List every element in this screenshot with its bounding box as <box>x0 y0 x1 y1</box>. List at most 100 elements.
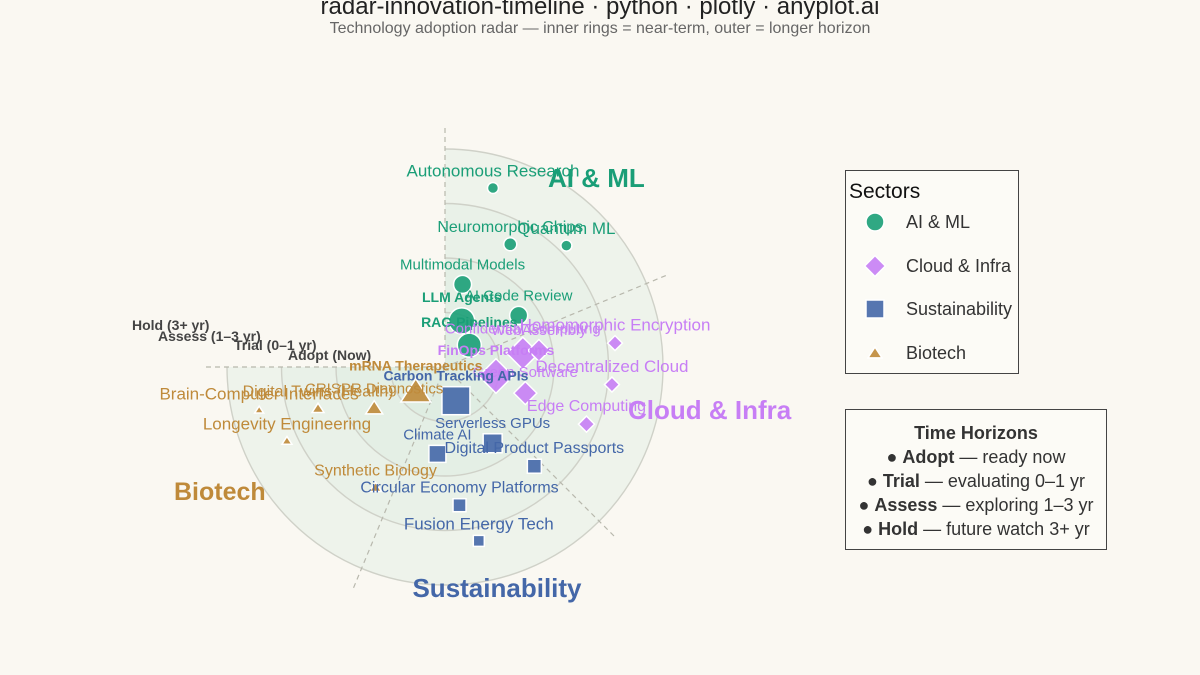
label-crispr-diagnostics: CRISPR Diagnostics <box>305 380 443 397</box>
legend-item-ai-ml[interactable]: AI & ML <box>846 207 1016 237</box>
legend-marker[interactable] <box>865 212 885 232</box>
point-ai-code-review[interactable] <box>508 305 529 326</box>
label-fusion-energy-tech: Fusion Energy Tech <box>404 514 554 533</box>
radar-labels: Adopt (Now)Trial (0–1 yr)Assess (1–3 yr)… <box>132 162 792 603</box>
legend-label: AI & ML <box>906 212 971 232</box>
label-rag-pipelines: RAG Pipelines <box>421 314 518 330</box>
label-llm-agents: LLM Agents <box>422 289 502 305</box>
label-finops-platforms: FinOps Platforms <box>438 342 555 358</box>
label-circular-economy-platforms: Circular Economy Platforms <box>360 480 558 497</box>
label-longevity-engineering: Longevity Engineering <box>203 415 371 434</box>
legend-label: Cloud & Infra <box>906 255 1012 276</box>
label-climate-ai: Climate AI <box>403 426 471 443</box>
label-mrna-therapeutics: mRNA Therapeutics <box>349 358 483 374</box>
chart-subtitle: Technology adoption radar — inner rings … <box>329 20 871 37</box>
point-multimodal-models[interactable] <box>452 274 473 295</box>
legend-item-sustainability[interactable]: Sustainability <box>846 294 1016 324</box>
horizon-assess: ● Assess — exploring 1–3 yr <box>858 495 1094 515</box>
legend-title: Sectors <box>849 180 921 203</box>
legend-marker[interactable] <box>864 254 886 277</box>
legend-marker[interactable] <box>866 345 884 359</box>
horizons-title: Time Horizons <box>914 423 1038 443</box>
point-mrna-therapeutics[interactable] <box>399 377 433 403</box>
legend-label: Biotech <box>906 342 967 363</box>
ring-label: Adopt (Now) <box>288 347 371 363</box>
horizon-hold-desc: — future watch 3+ yr <box>918 519 1090 539</box>
point-crispr-diagnostics[interactable] <box>364 399 385 415</box>
diamond-icon <box>864 254 886 277</box>
ring-label: Trial (0–1 yr) <box>234 337 317 353</box>
horizon-trial-term: Trial <box>882 471 920 491</box>
horizon-trial: ● Trial — evaluating 0–1 yr <box>867 471 1085 491</box>
point-llm-agents[interactable] <box>448 307 476 335</box>
point-quantum-ml[interactable] <box>560 239 573 252</box>
horizon-adopt-desc: — ready now <box>954 447 1066 467</box>
label-serverless-gpus: Serverless GPUs <box>435 415 550 432</box>
chart-title: radar-innovation-timeline · python · plo… <box>320 0 880 20</box>
label-ai-code-review: AI Code Review <box>465 287 573 304</box>
label-quantum-ml: Quantum ML <box>517 219 615 238</box>
sector-divider <box>351 366 446 592</box>
label-webassembly: WebAssembly <box>491 322 587 339</box>
horizon-hold: ● Hold — future watch 3+ yr <box>862 519 1090 539</box>
ring-label: Assess (1–3 yr) <box>158 328 261 344</box>
point-circular-economy-platforms[interactable] <box>452 497 467 513</box>
label-brain-computer-interfaces: Brain-Computer Interfaces <box>159 384 358 403</box>
point-finops-platforms[interactable] <box>477 357 515 395</box>
horizon-hold-term: Hold <box>878 519 919 539</box>
sector-label: Cloud & Infra <box>628 395 792 425</box>
label-green-software: Green Software <box>473 364 578 381</box>
radar-points <box>253 181 624 548</box>
horizon-adopt: ● Adopt — ready now <box>886 447 1066 467</box>
point-edge-computing[interactable] <box>577 415 596 434</box>
point-synthetic-biology[interactable] <box>368 480 383 493</box>
legend-label: Sustainability <box>906 299 1013 319</box>
label-digital-twins-health: Digital Twins (Health) <box>243 383 394 400</box>
radar-background <box>202 124 670 592</box>
label-confidential-computing: Confidential Computing <box>445 320 601 337</box>
horizon-trial-desc: — evaluating 0–1 yr <box>919 471 1085 491</box>
legend-item-biotech[interactable]: Biotech <box>846 338 1016 368</box>
point-carbon-tracking-apis[interactable] <box>441 385 471 416</box>
point-autonomous-research[interactable] <box>486 181 500 195</box>
label-carbon-tracking-apis: Carbon Tracking APIs <box>383 368 528 384</box>
sector-divider <box>444 366 617 539</box>
sector-label: Biotech <box>174 478 266 506</box>
point-digital-twins-health[interactable] <box>310 401 326 414</box>
point-climate-ai[interactable] <box>428 444 447 464</box>
label-edge-computing: Edge Computing <box>527 398 646 415</box>
legend-marker[interactable] <box>865 299 885 319</box>
point-neuromorphic-chips[interactable] <box>502 237 518 252</box>
point-brain-computer-interfaces[interactable] <box>253 404 266 414</box>
label-neuromorphic-chips: Neuromorphic Chips <box>437 219 583 236</box>
label-homomorphic-encryption: Homomorphic Encryption <box>520 316 711 335</box>
point-homomorphic-encryption[interactable] <box>606 334 624 352</box>
circle-icon <box>865 212 885 232</box>
horizon-assess-term: Assess <box>874 495 938 515</box>
point-green-software[interactable] <box>512 380 538 406</box>
point-serverless-gpus[interactable] <box>482 433 503 454</box>
point-digital-product-passports[interactable] <box>526 458 543 474</box>
triangle-icon <box>866 345 884 359</box>
label-synthetic-biology: Synthetic Biology <box>314 462 437 479</box>
label-multimodal-models: Multimodal Models <box>400 256 525 273</box>
label-autonomous-research: Autonomous Research <box>406 162 579 181</box>
label-digital-product-passports: Digital Product Passports <box>445 440 625 457</box>
horizon-assess-desc: — exploring 1–3 yr <box>937 495 1094 515</box>
sector-label: AI & ML <box>548 163 645 193</box>
point-decentralized-cloud[interactable] <box>603 376 621 394</box>
label-decentralized-cloud: Decentralized Cloud <box>535 357 688 376</box>
point-rag-pipelines[interactable] <box>456 332 483 358</box>
square-icon <box>865 299 885 319</box>
point-fusion-energy-tech[interactable] <box>472 534 486 548</box>
legend-item-cloud-infra[interactable]: Cloud & Infra <box>846 251 1016 281</box>
time-horizons-box: Time Horizons ● Adopt — ready now ● Tria… <box>845 409 1107 550</box>
point-webassembly[interactable] <box>526 338 551 363</box>
ring-label: Hold (3+ yr) <box>132 317 209 333</box>
horizon-adopt-term: Adopt <box>902 447 955 467</box>
point-longevity-engineering[interactable] <box>280 435 294 445</box>
sector-label: Sustainability <box>412 573 582 603</box>
sector-divider <box>444 273 670 368</box>
sector-legend: Sectors AI & ML Cloud & Infra Sustainabili… <box>845 170 1019 374</box>
